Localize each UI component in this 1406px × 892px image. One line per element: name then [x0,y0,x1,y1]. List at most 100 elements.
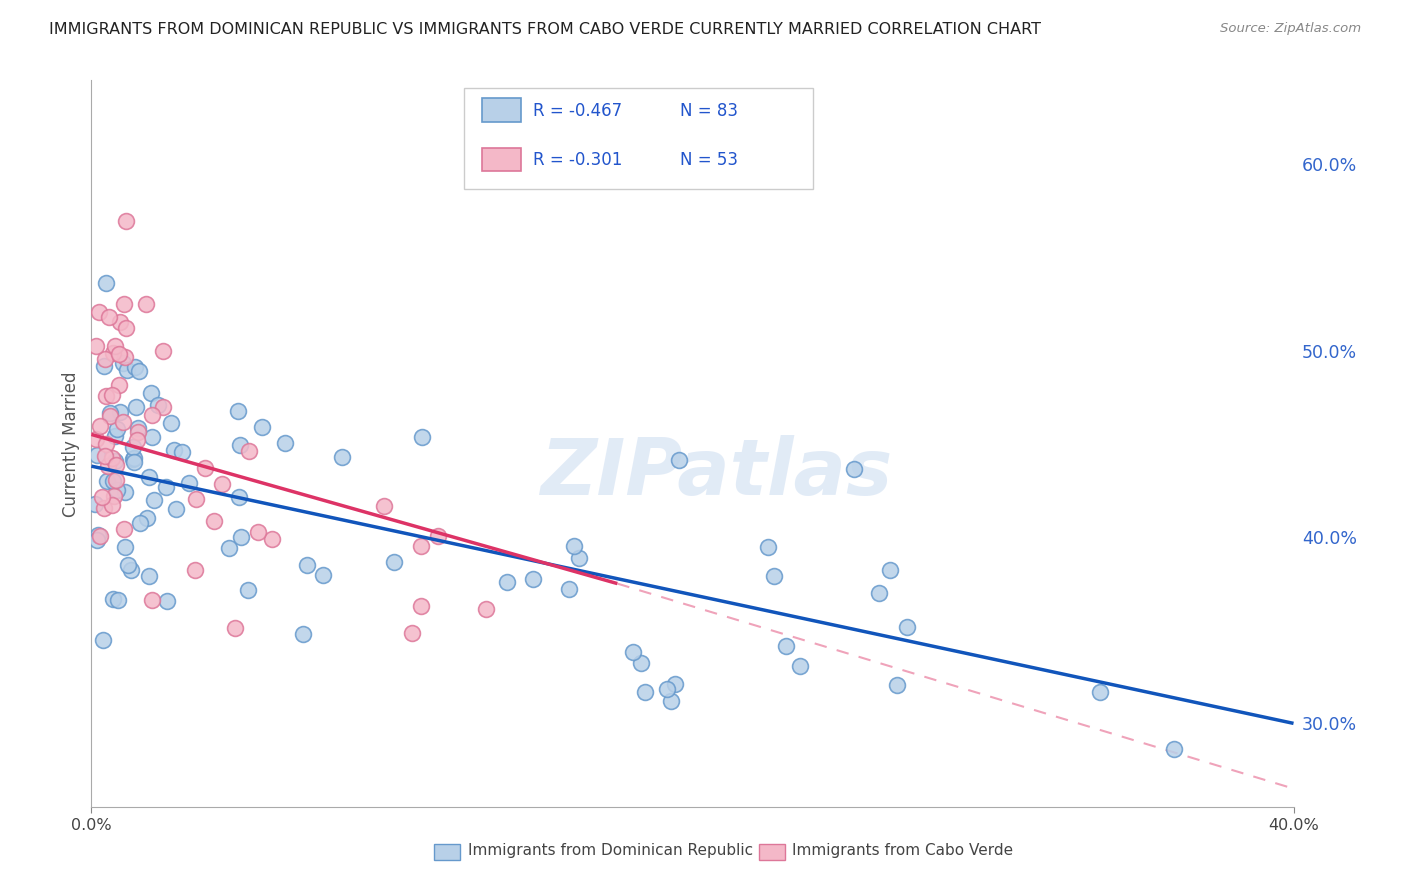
Text: R = -0.467: R = -0.467 [533,102,621,120]
Point [115,321,138,335]
Point [155,480,177,494]
Point [86,448,108,462]
Point [634,685,657,699]
Point [121,441,143,455]
Point [401,626,423,640]
Point [101,388,124,402]
Point [107,592,129,607]
Point [115,214,138,228]
Point [659,694,682,708]
Point [93,500,115,515]
Point [86,339,108,353]
Point [121,452,143,467]
Point [141,430,163,444]
Point [120,563,142,577]
Point [125,433,148,447]
Text: N = 53: N = 53 [681,152,738,169]
Point [775,640,797,654]
Text: N = 83: N = 83 [681,102,738,120]
Point [165,502,187,516]
Point [86,528,108,542]
Point [409,540,432,554]
Point [97,458,120,473]
Point [411,430,433,444]
Bar [482,98,520,121]
Point [330,450,353,465]
Point [228,490,250,504]
Point [98,310,121,324]
Point [886,678,908,692]
Point [183,563,205,577]
Point [96,389,118,403]
Bar [434,844,460,860]
Point [141,408,163,422]
Point [94,352,117,367]
Point [94,276,117,290]
Point [84,432,107,446]
Point [568,550,591,565]
Point [211,476,233,491]
Point [879,563,901,577]
Bar [482,148,520,171]
Point [138,568,160,582]
Point [124,400,146,414]
Point [655,682,678,697]
Point [96,475,118,489]
Point [100,406,122,420]
Point [112,415,135,429]
Point [98,409,121,424]
Point [229,438,252,452]
Point [135,296,157,310]
Text: Source: ZipAtlas.com: Source: ZipAtlas.com [1220,22,1361,36]
Point [1163,741,1185,756]
Point [557,582,579,596]
Point [630,656,652,670]
Point [238,444,260,458]
Point [127,421,149,435]
Point [104,429,127,443]
Point [274,436,297,450]
Point [789,659,811,673]
Point [108,405,131,419]
Point [114,350,136,364]
Point [160,416,183,430]
Point [89,529,111,543]
Point [231,529,253,543]
Point [260,533,283,547]
Point [105,473,128,487]
Point [87,304,110,318]
Point [141,593,163,607]
Point [101,498,124,512]
Point [108,378,131,392]
Point [89,419,111,434]
Point [124,360,146,375]
Point [495,575,517,590]
Point [103,474,125,488]
Bar [759,844,785,860]
Point [311,568,333,582]
Point [84,497,107,511]
Point [136,511,159,525]
Point [128,364,150,378]
Point [124,455,146,469]
Point [297,558,319,572]
Point [664,676,686,690]
Point [475,601,498,615]
Point [194,460,217,475]
Point [250,420,273,434]
Point [138,470,160,484]
Point [146,398,169,412]
Point [129,516,152,531]
Point [107,422,129,436]
Point [114,540,136,554]
Point [114,485,136,500]
Point [112,297,135,311]
Point [96,436,118,450]
Point [108,315,131,329]
Point [236,583,259,598]
Point [411,599,433,613]
FancyBboxPatch shape [464,87,813,189]
Point [179,475,201,490]
Point [101,591,124,606]
Point [562,540,585,554]
